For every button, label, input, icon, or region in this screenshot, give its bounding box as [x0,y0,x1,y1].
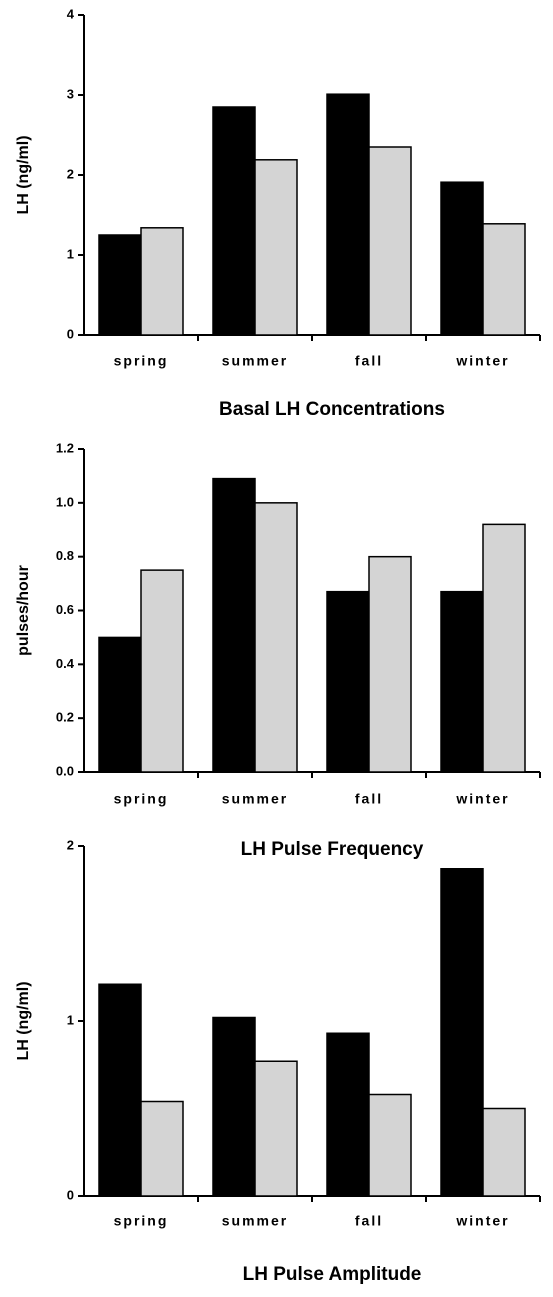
x-tick-label: spring [114,353,169,369]
y-tick-label: 1 [67,246,74,261]
y-tick-label: 0 [67,326,74,341]
x-tick-label: spring [114,791,169,807]
y-tick-label: 4 [67,6,75,21]
chart-title: LH Pulse Frequency [241,839,424,860]
bar [482,1107,526,1197]
x-tick-label: fall [355,1213,383,1229]
bar [98,636,142,773]
y-axis-label: LH (ng/ml) [15,135,32,214]
chart-title: LH Pulse Amplitude [243,1264,422,1285]
bar [482,523,526,773]
bar [254,502,298,773]
bar [326,93,370,336]
y-tick-label: 0.4 [56,656,75,671]
bar [212,477,256,773]
bar [368,1093,412,1197]
y-tick-label: 1.2 [56,440,74,455]
bar [326,1032,370,1197]
bar [440,181,484,336]
x-tick-label: winter [455,1213,509,1229]
x-tick-label: summer [222,791,288,807]
x-tick-label: winter [455,353,509,369]
bar [140,227,184,336]
y-tick-label: 1.0 [56,494,74,509]
y-tick-label: 0.8 [56,548,74,563]
x-tick-label: fall [355,791,383,807]
y-tick-label: 0.6 [56,602,74,617]
chart-title: Basal LH Concentrations [219,399,445,420]
y-axis-label: pulses/hour [15,565,32,656]
y-tick-label: 0 [67,1187,74,1202]
x-tick-label: summer [222,353,288,369]
y-tick-label: 0.0 [56,763,74,778]
x-tick-label: spring [114,1213,169,1229]
bar [440,590,484,773]
bar [482,223,526,336]
bar [140,569,184,773]
bar [140,1100,184,1197]
bar [212,1016,256,1197]
x-tick-label: fall [355,353,383,369]
y-tick-label: 3 [67,86,74,101]
x-tick-label: winter [455,791,509,807]
y-axis-label: LH (ng/ml) [15,981,32,1060]
x-tick-label: summer [222,1213,288,1229]
bar [98,234,142,336]
bar [368,555,412,773]
bar [98,983,142,1197]
y-tick-label: 2 [67,837,74,852]
bar [326,590,370,773]
bar [368,146,412,336]
y-tick-label: 1 [67,1012,74,1027]
bar [440,868,484,1197]
y-tick-label: 0.2 [56,710,74,725]
bar [254,159,298,336]
bar [212,106,256,336]
bar [254,1060,298,1197]
y-tick-label: 2 [67,166,74,181]
